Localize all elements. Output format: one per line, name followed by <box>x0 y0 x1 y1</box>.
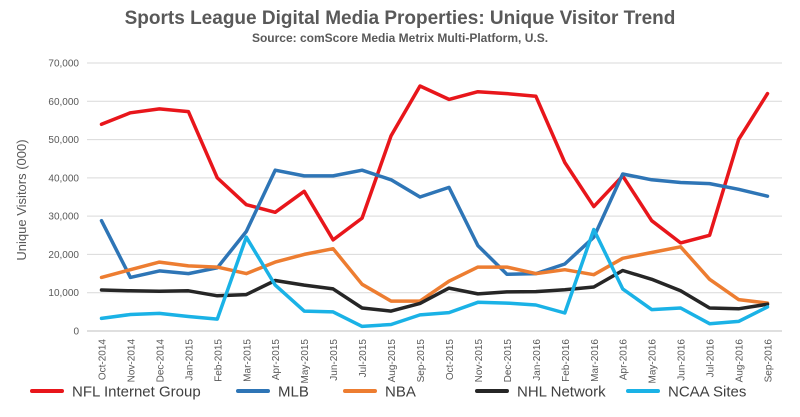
y-tick-label: 70,000 <box>48 59 79 70</box>
y-axis-label: Unique Visitors (000) <box>14 139 29 260</box>
y-tick-label: 60,000 <box>48 97 79 108</box>
series-line-2 <box>99 245 770 305</box>
chart-title: Sports League Digital Media Properties: … <box>124 8 676 29</box>
x-tick-label: Sep-2015 <box>416 339 427 383</box>
x-tick-label: Jan-2016 <box>532 339 543 381</box>
legend-label: MLB <box>278 384 309 401</box>
x-tick-label: Oct-2014 <box>97 339 108 381</box>
y-axis-ticks: 0 10,000 20,000 30,000 40,000 50,000 60,000 70,… <box>48 59 79 338</box>
x-tick-label: Jul-2016 <box>706 339 717 378</box>
x-axis-ticks: Oct-2014 Nov-2014 Dec-2014 Jan-2015 Feb-2015… <box>97 339 774 384</box>
x-tick-label: Jun-2015 <box>329 339 340 381</box>
legend-label: NHL Network <box>517 384 606 401</box>
series-line-0 <box>99 84 770 245</box>
series-line-3 <box>99 268 770 313</box>
y-tick-label: 50,000 <box>48 135 79 146</box>
x-tick-label: Jan-2015 <box>184 339 195 381</box>
x-tick-label: Aug-2016 <box>735 339 746 383</box>
y-tick-label: 20,000 <box>48 250 79 261</box>
x-tick-label: Nov-2014 <box>126 339 137 383</box>
y-tick-label: 0 <box>73 327 79 338</box>
y-tick-label: 40,000 <box>48 173 79 184</box>
legend-item: NCAA Sites <box>626 384 746 401</box>
x-tick-label: Dec-2015 <box>503 339 514 383</box>
x-tick-label: Feb-2016 <box>561 339 572 382</box>
x-tick-label: Apr-2016 <box>619 339 630 381</box>
x-tick-label: Aug-2015 <box>387 339 398 383</box>
x-tick-label: Mar-2016 <box>590 339 601 382</box>
y-tick-label: 10,000 <box>48 288 79 299</box>
x-tick-label: Apr-2015 <box>271 339 282 381</box>
series-lines <box>99 84 770 329</box>
series-line-1 <box>99 168 770 280</box>
legend-label: NFL Internet Group <box>72 384 201 401</box>
x-tick-label: Oct-2015 <box>445 339 456 381</box>
legend-label: NCAA Sites <box>668 384 746 401</box>
x-tick-label: Jul-2015 <box>358 339 369 378</box>
legend-item: NBA <box>343 384 416 401</box>
x-tick-label: May-2015 <box>300 339 311 384</box>
legend-label: NBA <box>385 384 416 401</box>
legend-item: MLB <box>236 384 309 401</box>
x-tick-label: May-2016 <box>648 339 659 384</box>
x-tick-label: Feb-2015 <box>213 339 224 382</box>
x-tick-label: Mar-2015 <box>242 339 253 382</box>
chart-subtitle: Source: comScore Media Metrix Multi-Plat… <box>251 31 549 45</box>
legend-item: NFL Internet Group <box>30 384 201 401</box>
x-tick-label: Sep-2016 <box>764 339 775 383</box>
legend-item: NHL Network <box>475 384 606 401</box>
x-tick-label: Nov-2015 <box>474 339 485 383</box>
x-tick-label: Dec-2014 <box>155 339 166 383</box>
legend: NFL Internet Group MLB NBA NHL Network NCAA … <box>30 384 746 401</box>
series-line-4 <box>99 227 770 329</box>
y-tick-label: 30,000 <box>48 212 79 223</box>
x-tick-label: Jun-2016 <box>677 339 688 381</box>
